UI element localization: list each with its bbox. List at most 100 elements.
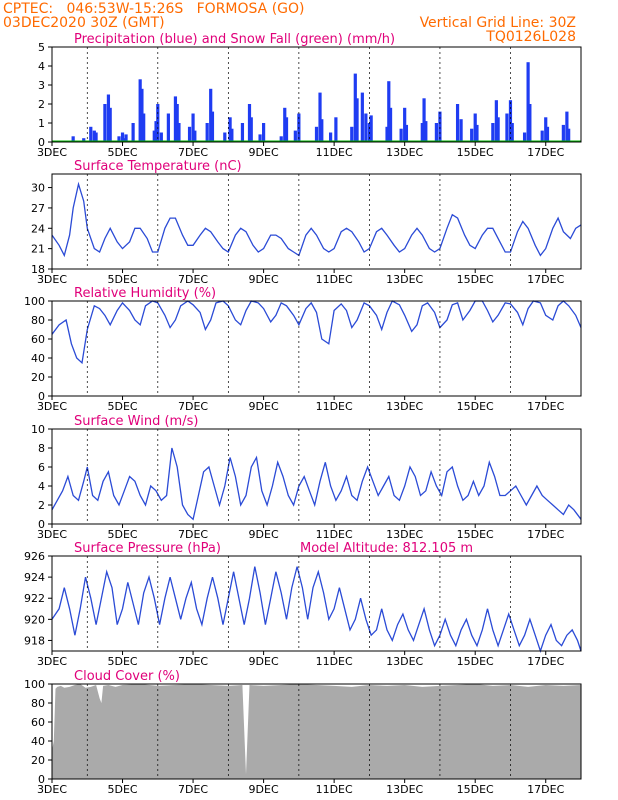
x-tick-label: 9DEC <box>249 655 279 668</box>
y-tick-label: 20 <box>31 754 45 767</box>
precip-bar <box>404 124 409 142</box>
x-tick-label: 3DEC <box>37 273 67 286</box>
x-tick-label: 13DEC <box>386 655 423 668</box>
precip-bar <box>540 130 544 142</box>
precip-bar <box>369 115 373 142</box>
header-run-date: 03DEC2020 30Z (GMT) <box>3 15 165 31</box>
y-tick-label: 2 <box>38 98 45 111</box>
precip-bar <box>510 123 514 142</box>
precip-bar <box>122 138 126 142</box>
precip-bar <box>470 128 474 142</box>
precip-bar <box>505 113 509 142</box>
y-tick-label: 6 <box>38 461 45 474</box>
panel-frame <box>51 428 582 525</box>
precip-bar <box>508 100 513 142</box>
x-tick-label: 3DEC <box>37 400 67 413</box>
x-tick-label: 11DEC <box>316 146 353 159</box>
precip-bar <box>434 123 439 142</box>
precip-bar <box>249 117 253 142</box>
precip-bar <box>545 126 550 142</box>
y-tick-label: 80 <box>31 314 45 327</box>
precip-bar <box>191 113 195 142</box>
precip-bar <box>82 138 86 142</box>
panel-frame <box>51 555 582 652</box>
series-line <box>51 181 582 258</box>
precip-bar <box>544 117 548 142</box>
x-tick-label: 17DEC <box>527 146 564 159</box>
precip-bar <box>166 113 170 142</box>
y-tick-label: 20 <box>31 371 45 384</box>
precip-bar <box>522 132 527 142</box>
precip-bar <box>403 107 407 142</box>
precip-bar <box>258 134 262 142</box>
y-tick-label: 0 <box>38 136 45 149</box>
panel-background <box>52 429 581 524</box>
x-tick-label: 5DEC <box>107 273 137 286</box>
panel-background <box>52 174 581 269</box>
precip-bar <box>424 121 428 142</box>
x-tick-label: 11DEC <box>316 528 353 541</box>
y-tick-label: 40 <box>31 352 45 365</box>
precip-bar <box>438 111 442 142</box>
panel-frame <box>51 683 582 780</box>
precip-bar <box>473 113 477 142</box>
y-tick-label: 100 <box>24 678 45 691</box>
x-tick-label: 7DEC <box>178 400 208 413</box>
x-tick-label: 15DEC <box>457 655 494 668</box>
y-tick-label: 2 <box>38 499 45 512</box>
panel-title: Surface Wind (m/s) <box>74 414 198 429</box>
precip-bar <box>92 130 96 142</box>
x-tick-label: 13DEC <box>386 783 423 796</box>
x-tick-label: 5DEC <box>107 528 137 541</box>
precip-bar <box>334 117 338 142</box>
x-tick-label: 5DEC <box>107 783 137 796</box>
precip-bar <box>205 123 209 142</box>
y-tick-label: 1 <box>38 117 45 130</box>
precip-bar <box>173 96 178 142</box>
precip-bar <box>106 94 111 142</box>
precip-bar <box>567 128 571 142</box>
y-tick-label: 60 <box>31 716 45 729</box>
panel-title: Surface Temperature (nC) <box>74 159 242 174</box>
precip-bar <box>223 132 227 142</box>
y-tick-label: 40 <box>31 735 45 748</box>
precip-bar <box>154 121 158 142</box>
x-tick-label: 5DEC <box>107 146 137 159</box>
precip-bar <box>388 107 393 142</box>
y-tick-label: 922 <box>24 592 45 605</box>
precip-bar <box>140 88 144 142</box>
x-tick-label: 15DEC <box>457 528 494 541</box>
panel-background <box>52 556 581 651</box>
cloud-cover-area <box>52 684 581 779</box>
panel-frame <box>51 173 582 270</box>
precip-bar <box>455 104 460 142</box>
x-tick-label: 9DEC <box>249 273 279 286</box>
x-tick-label: 3DEC <box>37 655 67 668</box>
precip-bar <box>387 81 391 142</box>
x-tick-label: 7DEC <box>178 273 208 286</box>
precip-bar <box>353 73 357 142</box>
x-tick-label: 11DEC <box>316 783 353 796</box>
y-tick-label: 924 <box>24 571 45 584</box>
precip-bar <box>142 113 146 142</box>
precip-bar <box>159 132 163 142</box>
y-tick-label: 4 <box>38 60 45 73</box>
x-tick-label: 7DEC <box>178 528 208 541</box>
x-tick-label: 13DEC <box>386 528 423 541</box>
precip-bar <box>293 130 297 142</box>
precip-bar <box>94 132 98 142</box>
x-tick-label: 17DEC <box>527 528 564 541</box>
panel-frame <box>51 300 582 397</box>
x-tick-label: 5DEC <box>107 655 137 668</box>
precip-bar <box>124 134 128 142</box>
precip-bar <box>475 124 479 142</box>
series-line <box>51 566 582 654</box>
precip-bar <box>320 119 324 142</box>
y-tick-label: 100 <box>24 295 45 308</box>
x-tick-label: 5DEC <box>107 400 137 413</box>
precip-bar <box>71 136 75 142</box>
precip-bar <box>459 119 463 142</box>
x-tick-label: 17DEC <box>527 655 564 668</box>
panel-background <box>52 301 581 396</box>
x-tick-label: 15DEC <box>457 273 494 286</box>
